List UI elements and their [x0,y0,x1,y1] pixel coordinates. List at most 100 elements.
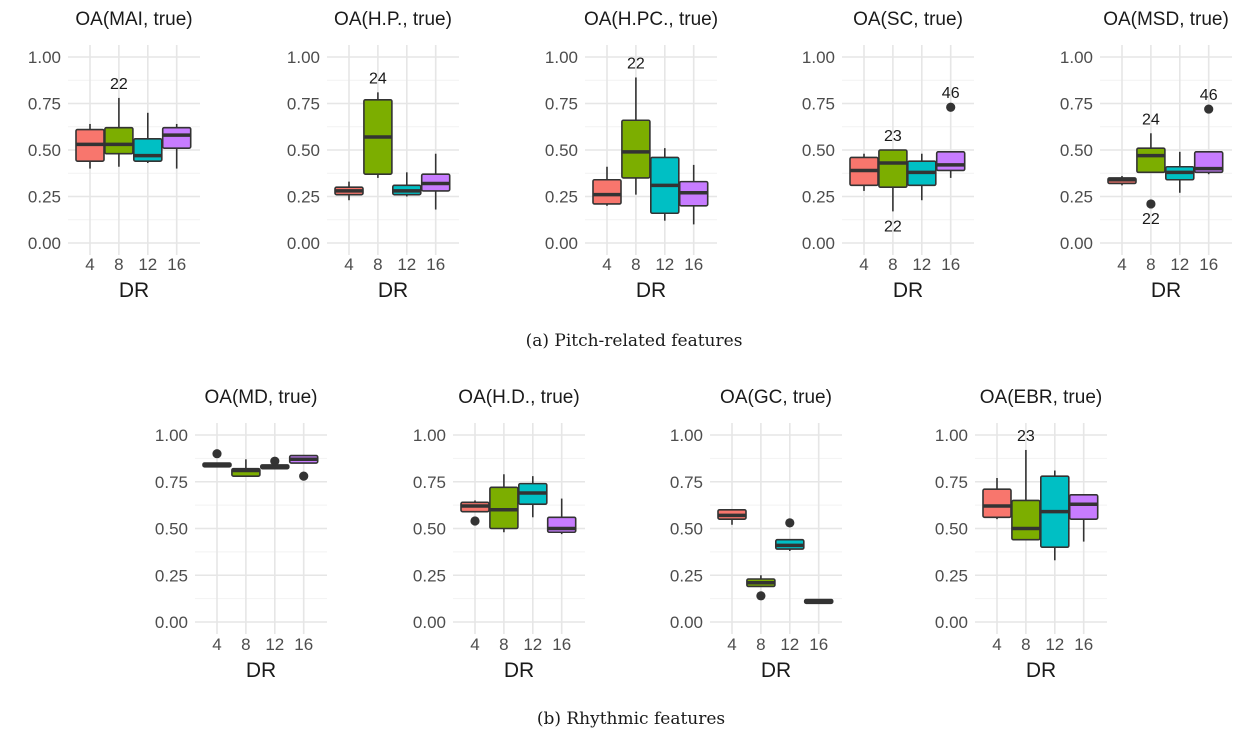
panel-9: 0.00 0.25 0.50 0.75 1.00 4 8 12 16 23 OA(EBR, true… [935,387,1107,682]
y-tick-label: 0.75 [802,95,835,114]
box [1068,494,1099,520]
y-tick-label: 0.50 [935,520,968,539]
x-tick-label: 16 [426,255,445,274]
panel-5: 0.00 0.25 0.50 0.75 1.00 4 8 12 16 24 22 46 OA(MSD, … [1060,9,1232,302]
y-tick-label: 0.00 [545,234,578,253]
panel-title: OA(MAI, true) [75,9,192,30]
x-tick-label: 4 [344,255,353,274]
y-tick-label: 1.00 [28,48,61,67]
box [1011,499,1041,541]
x-tick-label: 8 [1146,255,1155,274]
x-axis-label: DR [246,659,276,682]
x-tick-label: 12 [138,255,157,274]
count-label: 22 [884,218,902,235]
x-tick-label: 16 [1074,635,1093,654]
y-tick-label: 0.75 [935,473,968,492]
count-label: 24 [369,70,387,87]
panel-title: OA(MSD, true) [1103,9,1229,30]
box [104,126,134,155]
x-tick-label: 8 [631,255,640,274]
x-tick-label: 8 [888,255,897,274]
y-tick-label: 0.25 [670,566,703,585]
x-axis-label: DR [1026,659,1056,682]
outlier-point [946,102,956,112]
y-tick-label: 0.25 [413,566,446,585]
x-tick-label: 16 [1199,255,1218,274]
outlier-point [470,516,480,526]
panel-3: 0.00 0.25 0.50 0.75 1.00 4 8 12 16 22 OA(H.PC., tr… [545,9,718,302]
x-tick-label: 16 [809,635,828,654]
x-axis-label: DR [636,279,666,302]
x-tick-label: 4 [727,635,736,654]
y-tick-label: 0.50 [670,520,703,539]
y-tick-label: 0.50 [802,141,835,160]
y-tick-label: 0.50 [155,520,188,539]
caption-rhythm: (b) Rhythmic features [537,709,725,729]
x-tick-label: 4 [85,255,94,274]
box [489,486,519,530]
y-tick-label: 1.00 [670,426,703,445]
count-label: 22 [627,55,645,72]
x-tick-label: 12 [780,635,799,654]
x-tick-label: 8 [373,255,382,274]
y-tick-label: 0.25 [802,188,835,207]
y-tick-label: 0.50 [287,141,320,160]
box [621,119,651,179]
panel-4: 0.00 0.25 0.50 0.75 1.00 4 8 12 16 23 22 46 OA(SC, t… [802,9,974,302]
x-axis-label: DR [504,659,534,682]
box [161,126,192,149]
x-tick-label: 4 [859,255,868,274]
x-tick-label: 4 [470,635,479,654]
y-tick-label: 0.00 [1060,234,1093,253]
y-tick-label: 1.00 [545,48,578,67]
y-tick-label: 0.50 [413,520,446,539]
x-tick-label: 12 [912,255,931,274]
x-tick-label: 16 [294,635,313,654]
y-tick-label: 1.00 [413,426,446,445]
y-tick-label: 0.75 [155,473,188,492]
x-tick-label: 12 [1170,255,1189,274]
y-tick-label: 0.25 [545,188,578,207]
x-tick-label: 4 [602,255,611,274]
count-label: 46 [1200,87,1218,104]
y-tick-label: 1.00 [935,426,968,445]
y-tick-label: 0.00 [935,613,968,632]
y-tick-label: 0.00 [28,234,61,253]
box [1136,147,1166,174]
x-axis-label: DR [378,279,408,302]
outlier-point [212,449,222,459]
caption-pitch: (a) Pitch-related features [526,331,743,351]
y-tick-label: 0.75 [670,473,703,492]
y-tick-label: 0.00 [802,234,835,253]
y-tick-label: 1.00 [155,426,188,445]
x-tick-label: 12 [523,635,542,654]
count-label: 22 [110,76,128,93]
x-tick-label: 8 [1021,635,1030,654]
panel-6: 0.00 0.25 0.50 0.75 1.00 4 8 12 16 OA(MD, true) DR [155,387,327,682]
count-label: 23 [884,128,902,145]
x-tick-label: 4 [992,635,1001,654]
outlier-point [785,518,795,528]
x-tick-label: 12 [655,255,674,274]
x-tick-label: 4 [1117,255,1126,274]
y-tick-label: 0.25 [28,188,61,207]
panel-1: 0.00 0.25 0.50 0.75 1.00 4 8 12 16 22 OA(MAI, true… [28,9,200,302]
x-tick-label: 8 [241,635,250,654]
y-tick-label: 0.50 [28,141,61,160]
x-tick-label: 12 [265,635,284,654]
x-tick-label: 12 [397,255,416,274]
y-tick-label: 0.75 [545,95,578,114]
x-tick-label: 16 [552,635,571,654]
outlier-point [299,471,309,481]
y-tick-label: 0.50 [1060,141,1093,160]
count-label: 46 [942,85,960,102]
y-tick-label: 0.75 [287,95,320,114]
y-tick-label: 0.00 [670,613,703,632]
y-tick-label: 0.75 [413,473,446,492]
outlier-point [270,456,280,466]
x-axis-label: DR [119,279,149,302]
y-tick-label: 0.00 [413,613,446,632]
panel-title: OA(MD, true) [205,387,318,408]
outlier-point [1204,104,1214,114]
